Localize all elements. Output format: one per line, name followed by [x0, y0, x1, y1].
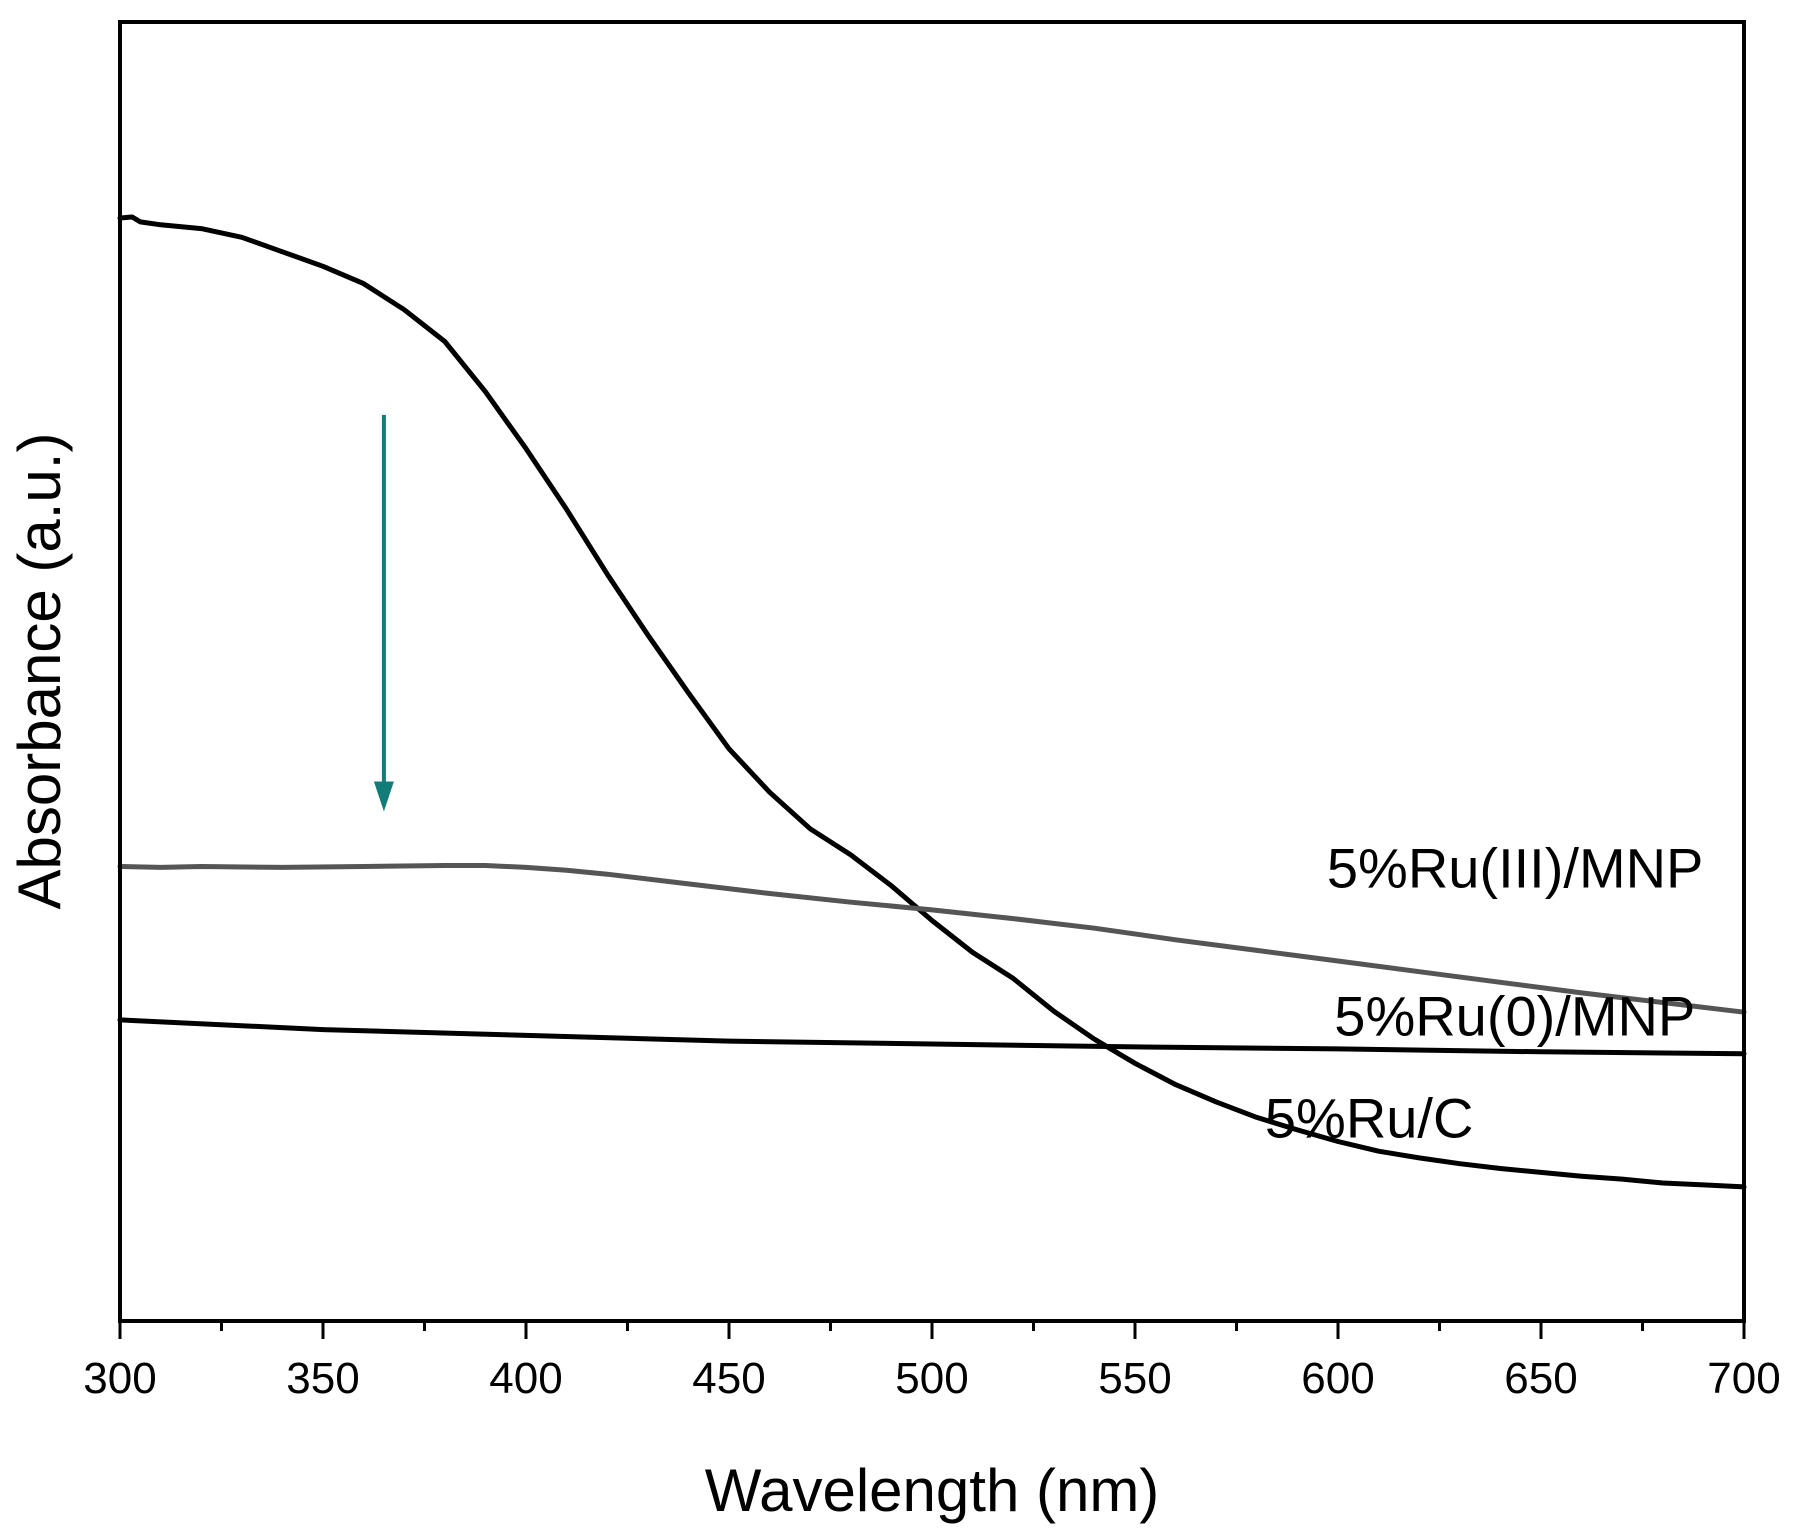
x-tick-label: 650: [1504, 1354, 1577, 1403]
arrow-layer: [373, 414, 394, 812]
series-layer: [117, 214, 1747, 1190]
x-ticks: [118, 1321, 1746, 1339]
trend-arrow-head: [373, 781, 394, 812]
labels-layer: 5%Ru(III)/MNP 5%Ru(0)/MNP 5%Ru/C: [1265, 837, 1703, 1150]
series-label: 5%Ru(0)/MNP: [1334, 984, 1695, 1047]
x-tick-label: 700: [1707, 1354, 1780, 1403]
x-tick-label: 600: [1301, 1354, 1374, 1403]
series-line-3: [117, 1017, 1747, 1057]
y-axis-title: Absorbance (a.u.): [6, 433, 73, 910]
x-axis-title: Wavelength (nm): [705, 1457, 1160, 1524]
series-label: 5%Ru(III)/MNP: [1327, 837, 1704, 900]
x-tick-label: 350: [286, 1354, 359, 1403]
x-tick-label: 500: [895, 1354, 968, 1403]
plot-frame: [118, 20, 1746, 1323]
x-tick-label: 300: [83, 1354, 156, 1403]
x-tick-label: 550: [1098, 1354, 1171, 1403]
series-line-1: [117, 214, 1747, 1190]
series-line-2: [117, 863, 1747, 1015]
x-tick-labels: 300 350 400 450 500 550 600 650 700: [83, 1354, 1780, 1403]
x-tick-label: 400: [489, 1354, 562, 1403]
x-tick-label: 450: [692, 1354, 765, 1403]
series-label: 5%Ru/C: [1265, 1087, 1474, 1150]
